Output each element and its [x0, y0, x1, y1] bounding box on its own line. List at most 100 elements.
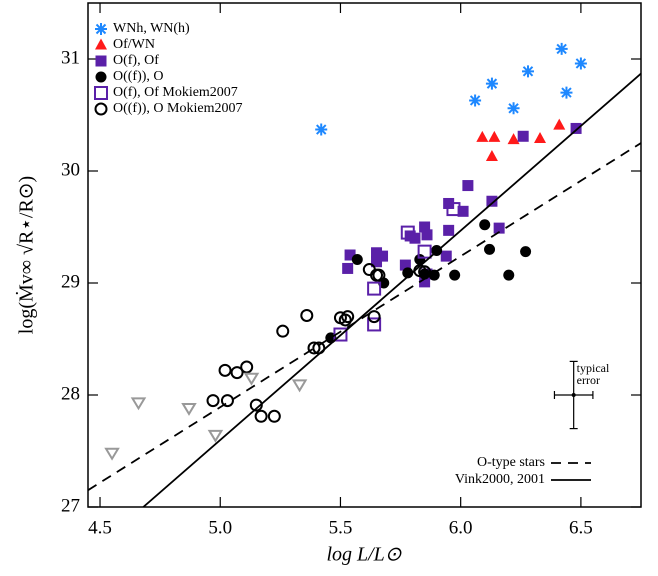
plot-area: [88, 42, 641, 507]
triangle-marker: [507, 133, 520, 145]
legend-marker: [95, 55, 107, 67]
triangle-marker: [485, 149, 498, 161]
circle-marker: [428, 269, 440, 281]
square-marker: [493, 222, 505, 234]
legend-label: WNh, WN(h): [113, 21, 190, 36]
circle-marker: [402, 267, 414, 279]
square-marker: [377, 250, 389, 262]
y-tick-label: 28: [61, 383, 80, 404]
square-marker: [517, 130, 529, 142]
asterisk-marker: [521, 65, 534, 78]
circle-marker: [479, 219, 491, 231]
square-marker: [344, 249, 356, 261]
error-center: [571, 393, 576, 397]
asterisk-marker: [469, 94, 482, 107]
error-label: error: [577, 373, 600, 387]
open-square-marker: [400, 225, 415, 240]
circle-marker: [520, 246, 532, 258]
triangle-down-marker: [104, 447, 120, 461]
fit-line: [142, 72, 641, 507]
asterisk-marker: [315, 123, 328, 136]
open-circle-marker: [218, 363, 232, 377]
asterisk-marker: [560, 86, 573, 99]
triangle-down-marker: [243, 372, 260, 386]
square-marker: [409, 232, 421, 244]
open-circle-marker: [220, 394, 234, 408]
square-marker: [419, 221, 431, 233]
asterisk-marker: [574, 57, 587, 70]
x-tick-label: 5.0: [208, 517, 232, 538]
circle-marker: [449, 269, 461, 281]
legend-label: Of/WN: [113, 37, 155, 52]
legend-label: O-type stars: [477, 455, 545, 470]
asterisk-marker: [555, 42, 568, 55]
legend-marker: [94, 86, 108, 100]
triangle-marker: [476, 130, 489, 142]
triangle-down-marker: [130, 397, 147, 411]
square-marker: [443, 224, 455, 236]
open-square-marker: [367, 317, 382, 332]
open-circle-marker: [254, 409, 268, 423]
open-circle-marker: [341, 310, 355, 324]
y-tick-label: 29: [61, 271, 80, 292]
plot-frame: [87, 2, 642, 508]
open-circle-marker: [276, 324, 290, 338]
open-square-marker: [446, 202, 461, 217]
triangle-marker: [488, 130, 501, 142]
open-circle-marker: [240, 360, 254, 374]
triangle-marker: [534, 132, 547, 144]
square-marker: [570, 122, 582, 134]
y-tick-label: 27: [61, 495, 80, 516]
legend-label: O(f), Of Mokiem2007: [113, 85, 238, 100]
y-tick-label: 31: [61, 47, 80, 68]
triangle-down-marker: [291, 379, 308, 393]
x-axis-label: log L/L⊙: [326, 544, 401, 566]
x-tick-label: 5.5: [329, 517, 353, 538]
x-tick-label: 4.5: [88, 517, 112, 538]
open-circle-marker: [367, 310, 381, 324]
square-marker: [486, 195, 498, 207]
legend-label: O(f), Of: [113, 53, 159, 68]
square-marker: [399, 259, 411, 271]
circle-marker: [351, 253, 363, 265]
square-marker: [462, 180, 474, 192]
triangle-marker: [553, 118, 566, 130]
circle-marker: [503, 269, 515, 281]
asterisk-marker: [485, 77, 498, 90]
open-circle-marker: [418, 265, 432, 279]
open-circle-marker: [300, 308, 314, 322]
open-circle-marker: [230, 366, 244, 380]
y-tick-label: 30: [61, 159, 80, 180]
square-marker: [457, 205, 469, 217]
legend-marker: [95, 23, 107, 35]
square-marker: [440, 250, 452, 262]
legend-marker: [95, 38, 107, 50]
triangle-down-marker: [181, 402, 197, 416]
error-label: typical: [577, 361, 610, 375]
fit-line: [88, 142, 641, 491]
asterisk-marker: [507, 102, 520, 115]
legend-label: O((f)), O Mokiem2007: [113, 101, 242, 116]
circle-marker: [484, 243, 496, 255]
x-tick-label: 6.5: [569, 517, 593, 538]
open-circle-marker: [206, 394, 220, 408]
legend-label: Vink2000, 2001: [455, 472, 545, 487]
legend-marker: [95, 71, 107, 83]
open-square-marker: [367, 281, 382, 296]
square-marker: [421, 229, 433, 241]
legend-marker: [94, 102, 108, 116]
triangle-down-marker: [207, 429, 224, 443]
open-circle-marker: [267, 409, 281, 423]
x-tick-label: 6.0: [449, 517, 473, 538]
open-square-marker: [417, 244, 432, 259]
square-marker: [371, 256, 383, 268]
y-axis-label: log(Ṁv∞ √R⋆/R⊙): [15, 176, 38, 334]
open-circle-marker: [372, 268, 386, 282]
open-circle-marker: [307, 341, 321, 355]
open-circle-marker: [249, 398, 263, 412]
square-marker: [419, 276, 431, 288]
square-marker: [371, 247, 383, 259]
legend-label: O((f)), O: [113, 69, 164, 84]
